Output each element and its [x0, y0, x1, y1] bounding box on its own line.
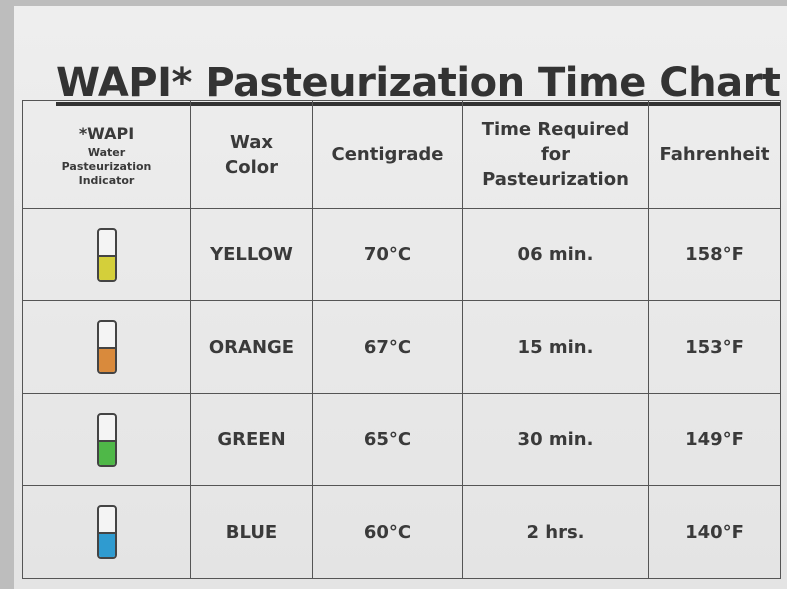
indicator-wax [99, 440, 115, 465]
indicator-cell [22, 393, 191, 486]
header-cell: Time Required for Pasteurization [462, 100, 649, 209]
indicator-icon [97, 320, 117, 374]
indicator-wax [99, 255, 115, 280]
cell-time: 2 hrs. [462, 485, 649, 579]
cell-centigrade: 65°C [312, 393, 463, 486]
header-cell: Fahrenheit [648, 100, 781, 209]
indicator-wax [99, 347, 115, 372]
header-text: Centigrade [331, 142, 443, 167]
indicator-icon [97, 413, 117, 467]
header-text: Wax Color [217, 130, 287, 180]
cell-wax-color: GREEN [190, 393, 313, 486]
cell-time: 06 min. [462, 208, 649, 301]
cell-wax-color: YELLOW [190, 208, 313, 301]
cell-wax-color: BLUE [190, 485, 313, 579]
header-cell: Wax Color [190, 100, 313, 209]
page: WAPI* Pasteurization Time Chart *WAPIWat… [0, 0, 787, 589]
indicator-cell [22, 300, 191, 394]
cell-centigrade: 60°C [312, 485, 463, 579]
header-cell: Centigrade [312, 100, 463, 209]
header-text: Fahrenheit [660, 142, 770, 167]
indicator-wax [99, 532, 115, 557]
indicator-icon [97, 505, 117, 559]
cell-fahrenheit: 158°F [648, 208, 781, 301]
cell-fahrenheit: 153°F [648, 300, 781, 394]
header-subtitle: Water Pasteurization Indicator [42, 146, 172, 188]
indicator-cell [22, 208, 191, 301]
cell-fahrenheit: 140°F [648, 485, 781, 579]
cell-time: 15 min. [462, 300, 649, 394]
cell-centigrade: 70°C [312, 208, 463, 301]
header-title: *WAPI [79, 121, 134, 146]
indicator-cell [22, 485, 191, 579]
header-text: Time Required for Pasteurization [481, 117, 631, 192]
cell-time: 30 min. [462, 393, 649, 486]
cell-wax-color: ORANGE [190, 300, 313, 394]
indicator-icon [97, 228, 117, 282]
cell-fahrenheit: 149°F [648, 393, 781, 486]
cell-centigrade: 67°C [312, 300, 463, 394]
